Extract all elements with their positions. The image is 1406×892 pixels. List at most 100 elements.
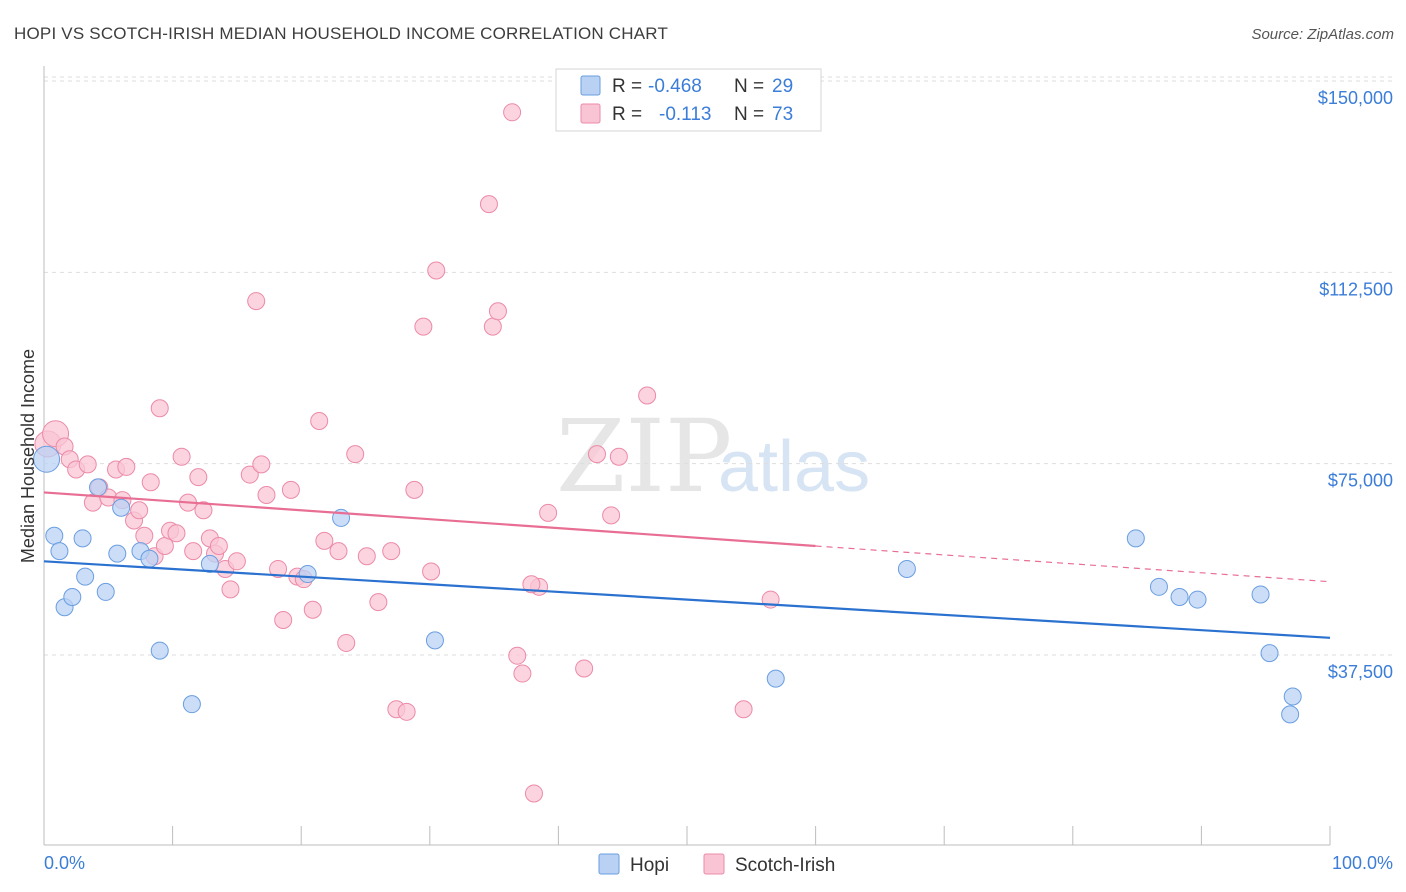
scotch-point: [329, 542, 348, 561]
scotch-point: [369, 593, 388, 612]
scotch-point: [221, 580, 240, 599]
scotch-point: [405, 480, 424, 499]
scotch-point: [194, 501, 213, 520]
scotch-point: [427, 261, 446, 280]
hopi-point: [96, 582, 115, 601]
scotch-point: [303, 600, 322, 619]
scotch-point: [227, 552, 246, 571]
scotch-point: [522, 575, 541, 594]
scotch-point: [508, 646, 527, 665]
hopi-point: [150, 641, 169, 660]
y-tick-label-37500: $37,500: [1328, 662, 1393, 682]
scotch-point: [346, 445, 365, 464]
x-tick-label-min: 0.0%: [44, 853, 85, 873]
trend-lines: [43, 491, 1331, 639]
hopi-point: [1281, 705, 1300, 724]
legend-scotch-r-label: R =: [612, 104, 642, 125]
legend-hopi-n-value: 29: [772, 76, 793, 97]
scotch-point: [513, 664, 532, 683]
scotch-point: [281, 480, 300, 499]
chart-source: Source: ZipAtlas.com: [1251, 26, 1394, 43]
hopi-point: [200, 554, 219, 573]
scotch-point: [479, 195, 498, 214]
hopi-point: [766, 669, 785, 688]
scotch-point: [414, 317, 433, 336]
legend-hopi-r-label: R =: [612, 76, 642, 97]
hopi-point: [112, 498, 131, 517]
legend-hopi-n-label: N =: [734, 76, 764, 97]
scotch-point: [141, 473, 160, 492]
scotch-trend-line: [43, 491, 816, 548]
scotch-point: [315, 531, 334, 550]
scotch-irish-series: [34, 103, 780, 803]
bottom-legend: Hopi Scotch-Irish: [598, 853, 835, 876]
bottom-legend-hopi-label: Hopi: [630, 855, 669, 876]
hopi-point: [45, 526, 64, 545]
scotch-point: [247, 292, 266, 311]
scotch-point: [252, 455, 271, 474]
scotch-point: [397, 702, 416, 721]
hopi-point: [1188, 590, 1207, 609]
scotch-point: [269, 559, 288, 578]
gridlines: [44, 76, 1394, 656]
bottom-legend-scotch-swatch: [703, 853, 725, 875]
scotch-point: [422, 562, 441, 581]
scotch-point: [382, 542, 401, 561]
scotch-point: [184, 542, 203, 561]
legend-scotch-n-value: 73: [772, 104, 793, 125]
bottom-legend-hopi-swatch: [598, 853, 620, 875]
hopi-point: [140, 549, 159, 568]
scotch-point: [130, 501, 149, 520]
scotch-point: [503, 103, 522, 122]
scotch-point: [274, 610, 293, 629]
legend-scotch-swatch: [580, 103, 601, 124]
y-tick-label-112500: $112,500: [1319, 279, 1393, 299]
scotch-point: [638, 386, 657, 405]
scotch-point: [602, 506, 621, 525]
watermark-atlas: atlas: [718, 427, 870, 507]
legend: R = -0.468 N = 29 R = -0.113 N = 73: [555, 68, 822, 132]
hopi-point: [1126, 529, 1145, 548]
hopi-point: [63, 588, 82, 607]
scotch-point: [310, 411, 329, 430]
scotch-point: [117, 457, 136, 476]
scotch-point: [609, 447, 628, 466]
hopi-point: [897, 559, 916, 578]
bottom-legend-scotch-label: Scotch-Irish: [735, 855, 835, 876]
hopi-point: [89, 478, 108, 497]
hopi-series: [33, 445, 1302, 724]
scotch-point: [587, 445, 606, 464]
hopi-point: [1260, 644, 1279, 663]
hopi-trend-line: [43, 560, 1331, 639]
hopi-point: [76, 567, 95, 586]
y-axis-label: Median Household Income: [18, 349, 38, 563]
y-tick-label-150000: $150,000: [1318, 88, 1393, 108]
x-tick-label-max: 100.0%: [1332, 853, 1393, 873]
hopi-point: [73, 529, 92, 548]
scotch-point: [357, 547, 376, 566]
hopi-point: [108, 544, 127, 563]
scotch-point: [172, 447, 191, 466]
scotch-point: [135, 526, 154, 545]
scotch-point: [209, 536, 228, 555]
chart-title: HOPI VS SCOTCH-IRISH MEDIAN HOUSEHOLD IN…: [14, 24, 668, 43]
scotch-point: [78, 455, 97, 474]
hopi-point: [50, 542, 69, 561]
hopi-point: [1283, 687, 1302, 706]
legend-hopi-r-value: -0.468: [648, 76, 702, 97]
hopi-point: [298, 565, 317, 584]
scotch-point: [575, 659, 594, 678]
scotch-point: [189, 468, 208, 487]
legend-scotch-n-label: N =: [734, 104, 764, 125]
hopi-point: [1170, 588, 1189, 607]
watermark-zip: ZIP: [556, 398, 732, 515]
y-tick-label-75000: $75,000: [1328, 471, 1393, 491]
scotch-point: [734, 700, 753, 719]
hopi-point: [1251, 585, 1270, 604]
legend-hopi-swatch: [580, 75, 601, 96]
scotch-point: [150, 399, 169, 418]
legend-scotch-r-value: -0.113: [659, 104, 711, 125]
scotch-point: [483, 317, 502, 336]
scotch-trend-line-extension: [815, 545, 1331, 583]
